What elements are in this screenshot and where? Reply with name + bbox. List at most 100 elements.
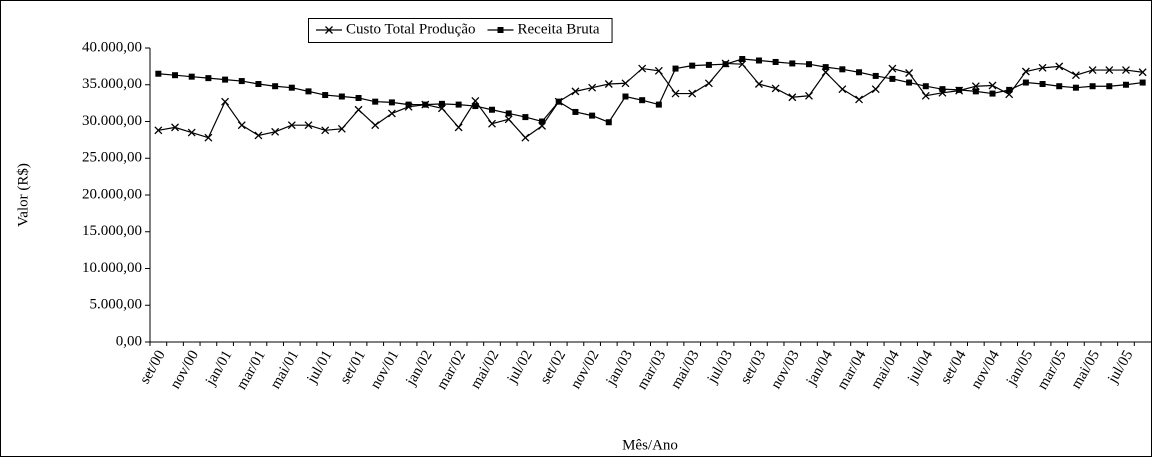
- data-point: [939, 86, 946, 93]
- data-point: [822, 64, 829, 71]
- data-point: [154, 126, 163, 135]
- data-point: [522, 114, 529, 121]
- y-tick-label: 25.000,00: [82, 150, 142, 166]
- data-point: [921, 91, 930, 100]
- legend-box: [308, 18, 613, 43]
- data-point: [788, 93, 797, 102]
- data-point: [488, 119, 496, 128]
- data-point: [855, 95, 864, 104]
- data-point: [188, 73, 195, 80]
- data-point: [305, 88, 312, 95]
- data-point: [872, 72, 879, 79]
- data-point: [322, 92, 329, 99]
- data-point: [789, 60, 796, 67]
- data-point: [755, 57, 762, 64]
- data-point: [989, 90, 996, 97]
- data-point: [722, 61, 729, 68]
- data-point: [1021, 67, 1030, 76]
- data-point: [354, 105, 363, 114]
- data-point: [754, 80, 763, 88]
- data-point: [1072, 84, 1079, 91]
- data-point: [172, 72, 179, 79]
- data-point: [672, 65, 679, 72]
- data-point: [1089, 83, 1096, 90]
- y-tick-label: 0,00: [116, 333, 142, 349]
- data-point: [287, 121, 296, 130]
- data-point: [254, 131, 263, 140]
- data-point: [205, 75, 212, 82]
- data-point: [589, 112, 596, 119]
- data-point: [555, 98, 562, 105]
- data-point: [388, 99, 395, 106]
- data-point: [655, 101, 662, 108]
- data-point: [988, 81, 997, 90]
- data-point: [155, 70, 162, 77]
- data-point: [272, 83, 279, 90]
- legend-marker: [325, 26, 333, 34]
- data-point: [222, 76, 229, 83]
- data-point: [438, 100, 445, 107]
- data-point: [905, 69, 914, 77]
- y-tick-label: 35.000,00: [82, 76, 142, 92]
- data-point: [839, 66, 846, 73]
- data-point: [838, 85, 847, 94]
- data-point: [521, 133, 530, 142]
- data-point: [1038, 63, 1047, 72]
- data-point: [355, 94, 362, 101]
- data-point: [1122, 66, 1130, 75]
- data-point: [671, 89, 680, 98]
- data-point: [605, 119, 612, 126]
- data-point: [1071, 71, 1080, 80]
- y-tick-label: 15.000,00: [82, 223, 142, 239]
- data-point: [639, 97, 646, 104]
- data-point: [622, 93, 629, 100]
- y-tick-label: 40.000,00: [82, 39, 142, 55]
- legend-label: Custo Total Produção: [346, 21, 476, 37]
- data-point: [1106, 83, 1113, 90]
- data-point: [338, 93, 345, 100]
- legend-marker: [497, 27, 504, 33]
- data-point: [221, 97, 230, 106]
- data-point: [1055, 62, 1064, 71]
- data-point: [689, 62, 696, 69]
- data-point: [688, 89, 697, 98]
- data-point: [288, 84, 295, 91]
- data-point: [571, 87, 580, 96]
- y-axis-title: Valor (R$): [15, 163, 31, 227]
- data-point: [604, 80, 613, 88]
- data-point: [889, 75, 896, 82]
- x-axis-title: Mês/Ano: [622, 437, 678, 453]
- legend: Custo Total Produção Receita Bruta: [308, 18, 613, 43]
- data-point: [888, 64, 897, 73]
- data-point: [771, 84, 780, 93]
- data-point: [704, 79, 713, 88]
- data-point: [489, 106, 496, 113]
- data-point: [238, 78, 245, 85]
- y-tick-label: 30.000,00: [82, 113, 142, 129]
- data-point: [237, 121, 246, 130]
- data-point: [1138, 68, 1147, 77]
- data-point: [505, 110, 512, 117]
- data-point: [972, 88, 979, 95]
- y-tick-label: 10.000,00: [82, 260, 142, 276]
- data-point: [1039, 81, 1046, 88]
- data-point: [572, 108, 579, 115]
- data-point: [621, 79, 630, 88]
- data-point: [922, 83, 929, 90]
- data-point: [321, 126, 330, 135]
- data-point: [187, 128, 196, 137]
- data-point: [337, 124, 346, 133]
- data-point: [856, 69, 863, 76]
- data-point: [371, 121, 380, 130]
- data-point: [1006, 86, 1013, 93]
- data-point: [504, 115, 513, 124]
- data-point: [906, 79, 913, 86]
- data-point: [638, 64, 647, 73]
- y-tick-label: 5.000,00: [90, 297, 143, 313]
- data-point: [372, 98, 379, 105]
- data-point: [455, 101, 462, 108]
- data-point: [472, 103, 479, 110]
- data-point: [588, 83, 597, 92]
- y-tick-label: 20.000,00: [82, 186, 142, 202]
- data-point: [422, 101, 429, 108]
